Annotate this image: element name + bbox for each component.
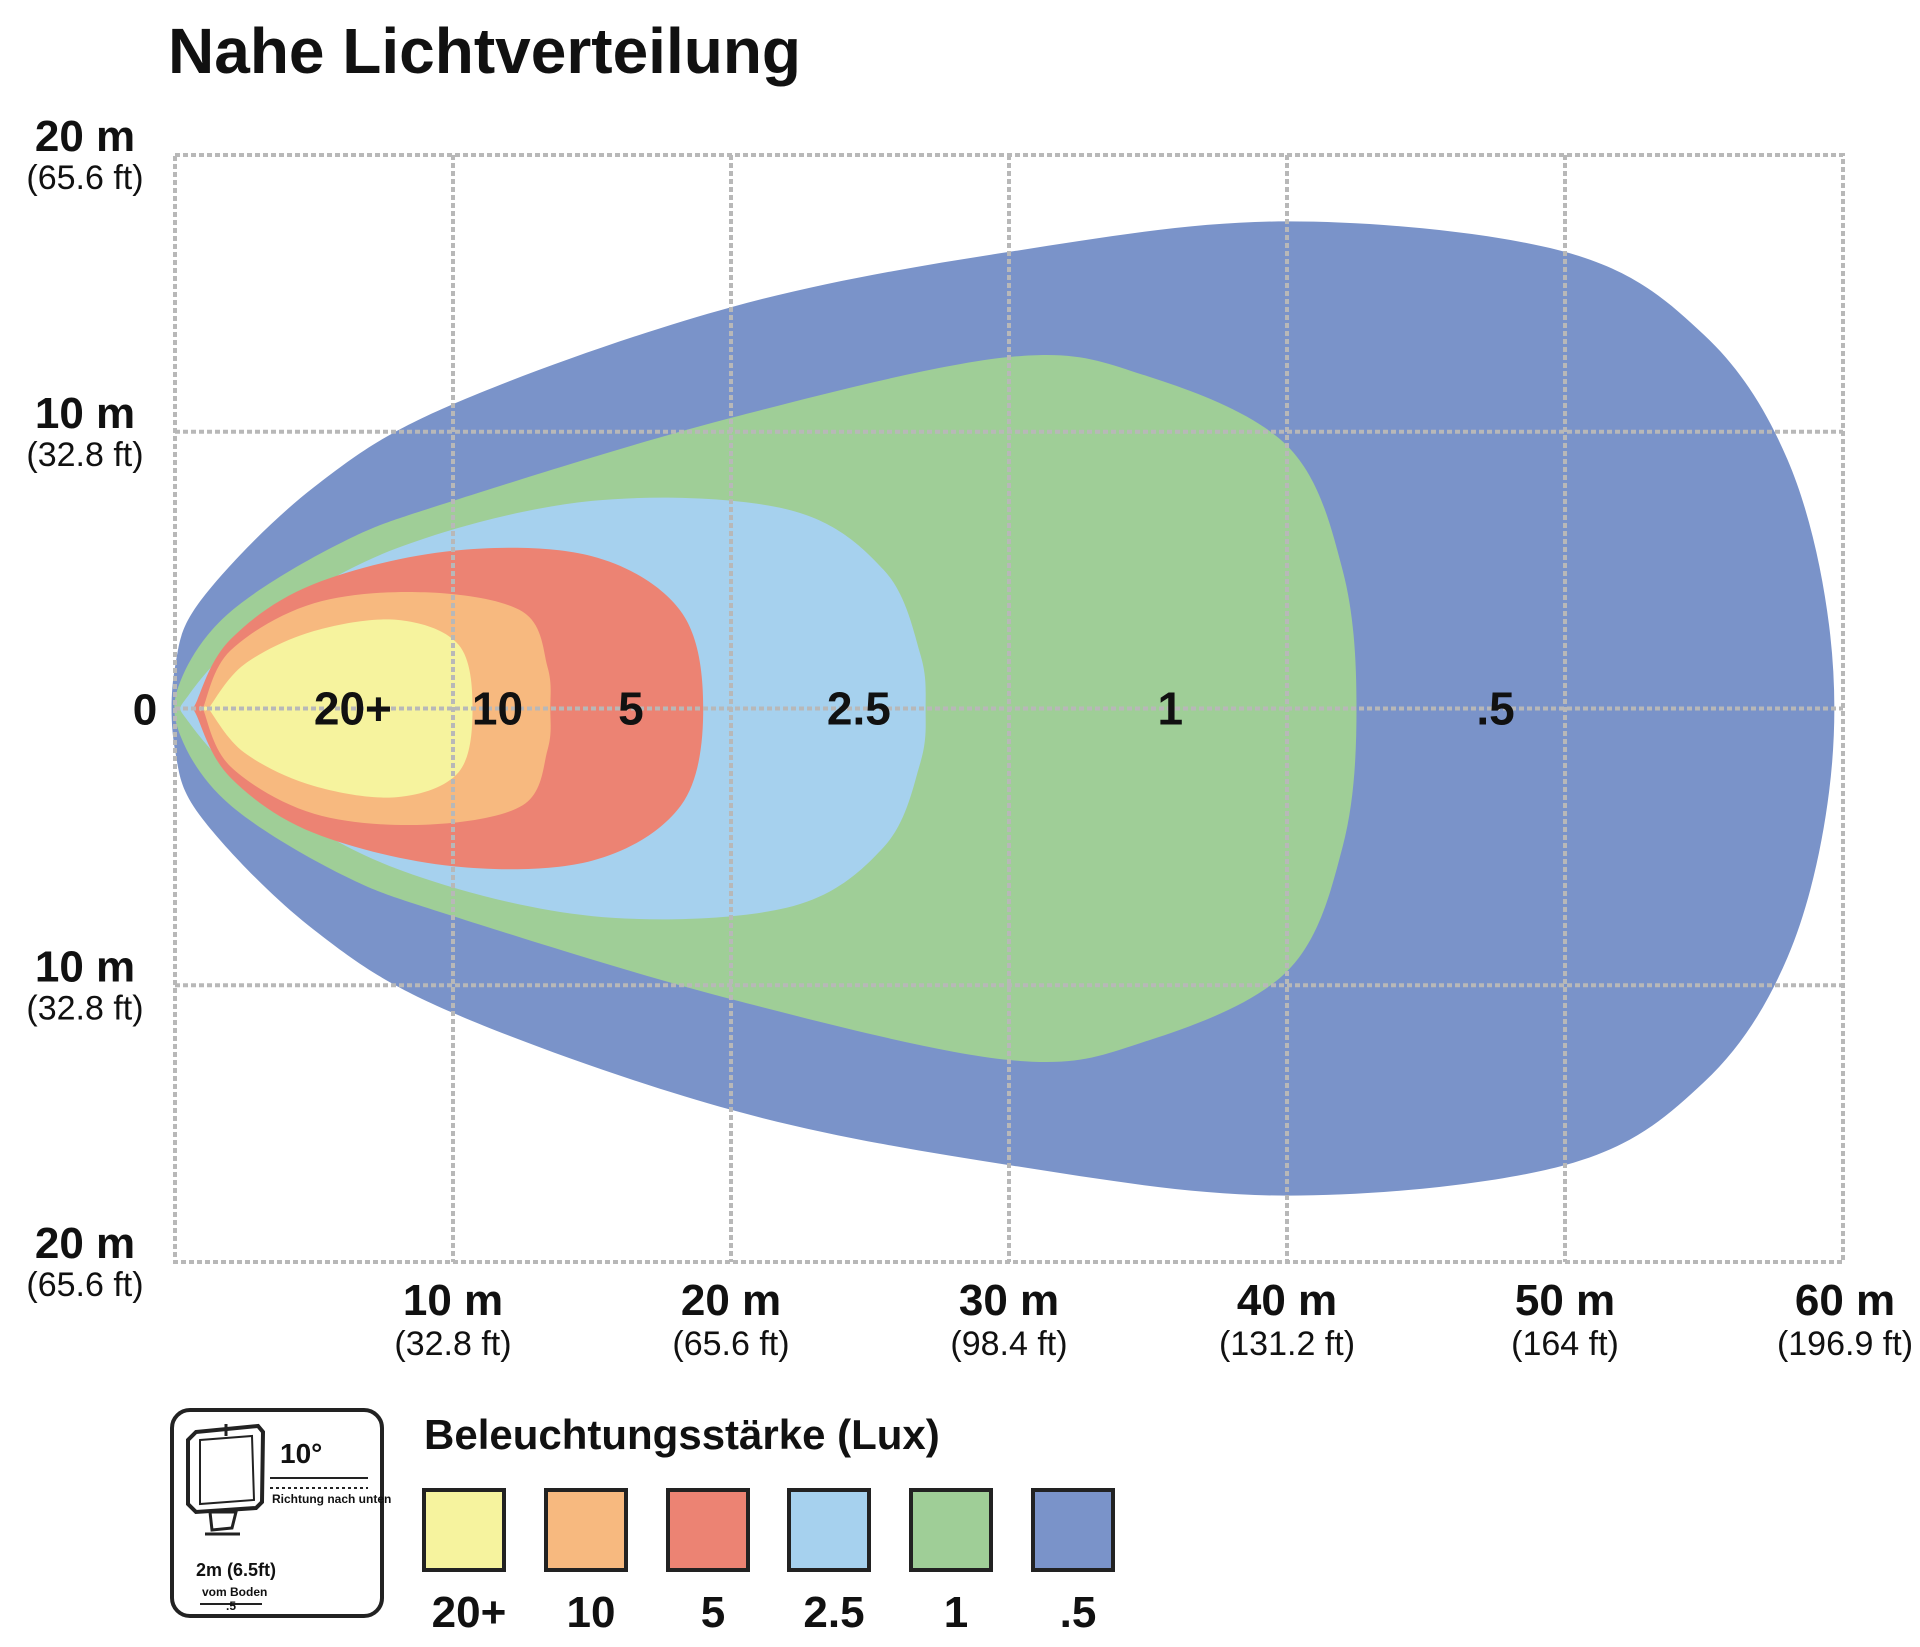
y-tick-label: 20 m [35,112,135,161]
y-tick-label: 10 m [35,942,135,991]
legend-swatch [909,1488,993,1572]
zone-label: 1 [1157,683,1183,735]
legend-label: .5 [1060,1588,1097,1637]
legend-label: 10 [567,1588,616,1637]
mounting-info-box: 10° Richtung nach unten 2m (6.5ft) vom B… [170,1408,391,1618]
x-axis-ticks: 10 m(32.8 ft) 20 m(65.6 ft) 30 m(98.4 ft) 4… [394,1276,1913,1363]
chart-title: Nahe Lichtverteilung [168,15,801,87]
legend-swatch [787,1488,871,1572]
x-tick-label: 40 m [1237,1276,1337,1325]
legend-swatch [544,1488,628,1572]
grid-lines [173,153,1845,1264]
y-tick-label: 20 m [35,1219,135,1268]
x-tick-label: 10 m [403,1276,503,1325]
legend-label: 2.5 [803,1588,864,1637]
x-tick-sublabel: (131.2 ft) [1219,1325,1355,1363]
mount-direction: Richtung nach unten [272,1492,391,1506]
y-tick-label: 10 m [35,389,135,438]
y-tick-sublabel: (65.6 ft) [26,1266,143,1304]
zone-label: 5 [618,683,644,735]
x-tick-label: 30 m [959,1276,1059,1325]
x-tick-sublabel: (65.6 ft) [672,1325,789,1363]
y-tick-label: 0 [133,686,157,735]
x-tick-label: 60 m [1795,1276,1895,1325]
zone-labels: .5 1 2.5 5 10 20+ [314,683,1515,735]
legend-label: 1 [944,1588,968,1637]
y-tick-sublabel: (32.8 ft) [26,989,143,1027]
x-tick-label: 50 m [1515,1276,1615,1325]
zone-label: 10 [472,683,523,735]
y-axis-ticks: 20 m(65.6 ft)10 m(32.8 ft)010 m(32.8 ft)… [26,112,157,1304]
work-lamp-icon [186,1423,266,1536]
legend: 20+ 10 5 2.5 1 .5 [422,1488,1115,1637]
legend-title: Beleuchtungsstärke (Lux) [424,1411,940,1458]
x-tick-sublabel: (98.4 ft) [950,1325,1067,1363]
legend-swatch [422,1488,506,1572]
y-tick-sublabel: (32.8 ft) [26,436,143,474]
zone-label: .5 [1476,683,1514,735]
mount-height-ref: vom Boden [202,1585,267,1599]
y-tick-sublabel: (65.6 ft) [26,159,143,197]
zone-label: 20+ [314,683,392,735]
mount-angle: 10° [280,1438,322,1469]
mount-height: 2m (6.5ft) [196,1560,276,1580]
x-tick-sublabel: (196.9 ft) [1777,1325,1913,1363]
x-tick-sublabel: (164 ft) [1511,1325,1619,1363]
x-tick-label: 20 m [681,1276,781,1325]
x-tick-sublabel: (32.8 ft) [394,1325,511,1363]
legend-label: 5 [701,1588,725,1637]
legend-swatch [1031,1488,1115,1572]
zone-label: 2.5 [827,683,891,735]
legend-label: 20+ [432,1588,507,1637]
legend-swatch [666,1488,750,1572]
mount-marker: .5 [226,1599,236,1613]
